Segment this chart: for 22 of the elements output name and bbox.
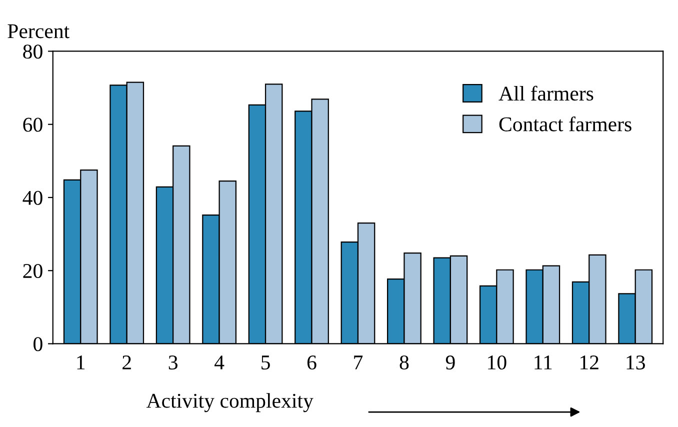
legend-label: Contact farmers: [499, 116, 632, 132]
x-tick-label: 6: [307, 356, 316, 370]
y-tick-label: 20: [23, 264, 42, 278]
x-tick-label: 12: [580, 356, 598, 370]
legend-label: All farmers: [498, 86, 594, 101]
y-axis-title: Percent: [8, 24, 70, 38]
x-tick-label: 9: [446, 356, 455, 370]
x-tick-label: 13: [626, 356, 645, 370]
x-axis-title: Activity complexity: [146, 393, 314, 412]
y-tick-label: 80: [23, 44, 42, 59]
y-tick-label: 0: [34, 337, 42, 352]
x-tick-label: 10: [488, 355, 506, 370]
x-tick-label: 1: [77, 356, 85, 370]
x-tick-label: 11: [534, 356, 552, 370]
y-tick-label: 60: [23, 118, 42, 132]
x-tick-label: 4: [214, 356, 224, 370]
x-tick-label: 8: [400, 355, 409, 370]
y-tick-label: 40: [22, 190, 42, 205]
x-tick-label: 2: [122, 356, 131, 370]
x-tick-label: 7: [354, 356, 363, 370]
x-tick-label: 3: [168, 356, 178, 370]
x-tick-label: 5: [262, 356, 270, 370]
